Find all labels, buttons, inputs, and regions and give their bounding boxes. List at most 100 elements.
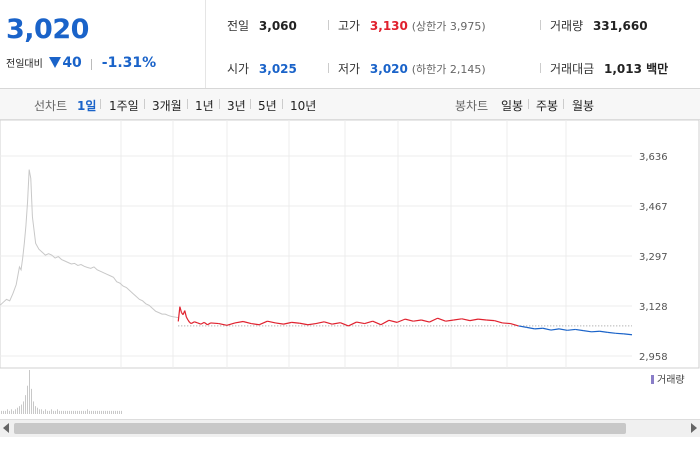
scroll-thumb[interactable]: [14, 423, 626, 434]
volume-bar: [73, 410, 74, 414]
volume-bar: [77, 410, 78, 414]
series-segment: [494, 320, 503, 324]
volume-bar: [89, 410, 90, 414]
volume-bar: [121, 410, 122, 414]
price-chart[interactable]: 3,636 3,467 3,297 3,128 2,958 거래량: [0, 119, 700, 450]
volume-bar: [21, 404, 22, 414]
stat-value: 331,660: [592, 19, 648, 33]
volume-bar: [113, 410, 114, 414]
series-segment: [510, 322, 519, 327]
stat-high: 고가 3,130 (상한가 3,975): [338, 17, 486, 34]
stat-label: 저가: [338, 62, 361, 76]
series-segment: [396, 318, 406, 323]
period-1d[interactable]: 1일: [77, 99, 97, 113]
volume-bar: [7, 409, 8, 414]
candle-monthly[interactable]: 월봉: [572, 99, 595, 113]
divider: [563, 99, 564, 109]
volume-bar: [31, 388, 32, 414]
series-segment: [421, 319, 430, 323]
divider: [328, 20, 329, 30]
volume-bar: [57, 409, 58, 414]
volume-bar: [1, 410, 2, 414]
series-segment: [251, 322, 260, 326]
volume-bar: [27, 385, 28, 414]
volume-bar: [95, 410, 96, 414]
volume-bar: [23, 401, 24, 414]
series-segment: [445, 319, 454, 322]
candle-weekly[interactable]: 주봉: [536, 99, 559, 113]
series-segment: [340, 322, 349, 327]
y-tick-label: 3,297: [639, 252, 668, 263]
volume-bar: [45, 409, 46, 414]
change-value: 40: [62, 55, 82, 71]
chart-scrollbar[interactable]: [0, 419, 700, 437]
series-segment: [461, 318, 471, 322]
series-segment: [486, 319, 495, 322]
series-segment: [518, 325, 527, 328]
volume-bar: [67, 410, 68, 414]
volume-bar: [61, 410, 62, 414]
volume-legend-label: 거래량: [657, 374, 685, 386]
chart-area[interactable]: 3,636 3,467 3,297 3,128 2,958 거래량: [0, 119, 700, 450]
series-segment: [189, 321, 192, 325]
divider: [328, 63, 329, 73]
volume-bar: [119, 410, 120, 414]
series-segment: [567, 328, 576, 331]
down-arrow-icon: [49, 57, 62, 68]
period-5y[interactable]: 5년: [258, 99, 277, 113]
stat-label: 시가: [227, 62, 250, 76]
scroll-left-icon[interactable]: [3, 423, 9, 433]
stat-value: 3,020: [369, 62, 408, 76]
volume-bar: [41, 409, 42, 414]
series-segment: [275, 322, 284, 325]
series-segment: [307, 322, 317, 326]
volume-bar: [19, 406, 20, 414]
series-segment: [194, 321, 198, 324]
candle-daily[interactable]: 일봉: [501, 99, 524, 113]
plot-frame: [0, 119, 700, 369]
volume-bar: [85, 410, 86, 414]
series-segment: [203, 321, 208, 326]
volume-bar: [101, 410, 102, 414]
scroll-right-icon[interactable]: [691, 423, 697, 433]
stat-value: 3,130: [369, 19, 408, 33]
volume-bar: [115, 410, 116, 414]
period-1y[interactable]: 1년: [195, 99, 214, 113]
period-1w[interactable]: 1주일: [109, 99, 139, 113]
series-segment: [558, 328, 568, 331]
volume-bar: [29, 370, 30, 414]
series-segment: [502, 322, 511, 325]
volume-bar: [13, 410, 14, 414]
series-segment: [583, 330, 592, 333]
series-segment: [185, 316, 189, 321]
series-segment: [550, 328, 560, 331]
period-10y[interactable]: 10년: [290, 99, 317, 113]
series-segment: [234, 320, 244, 324]
volume-bar: [97, 410, 98, 414]
series-segment: [218, 322, 227, 326]
divider: [144, 99, 145, 109]
volume-bar: [25, 395, 26, 414]
volume-bar: [35, 406, 36, 414]
series-segment: [332, 322, 341, 325]
volume-bar: [83, 410, 84, 414]
volume-bar: [107, 410, 108, 414]
series-lines: [0, 169, 633, 336]
volume-bar: [3, 410, 4, 414]
series-segment: [437, 317, 446, 322]
volume-bar: [109, 410, 110, 414]
series-segment: [323, 321, 333, 325]
divider: [282, 99, 283, 109]
period-3y[interactable]: 3년: [227, 99, 246, 113]
series-segment: [591, 330, 600, 333]
price-box: 3,020 전일대비 40 -1.31%: [0, 0, 206, 88]
series-segment: [372, 320, 382, 326]
volume-bar: [53, 410, 54, 414]
period-3m[interactable]: 3개월: [152, 99, 182, 113]
stat-amount: 거래대금 1,013 백만: [550, 60, 668, 77]
volume-bar: [93, 410, 94, 414]
volume-bar: [5, 410, 6, 414]
volume-bar: [37, 407, 38, 414]
y-axis: 3,636 3,467 3,297 3,128 2,958: [639, 152, 668, 363]
stat-open: 시가 3,025: [227, 60, 297, 77]
